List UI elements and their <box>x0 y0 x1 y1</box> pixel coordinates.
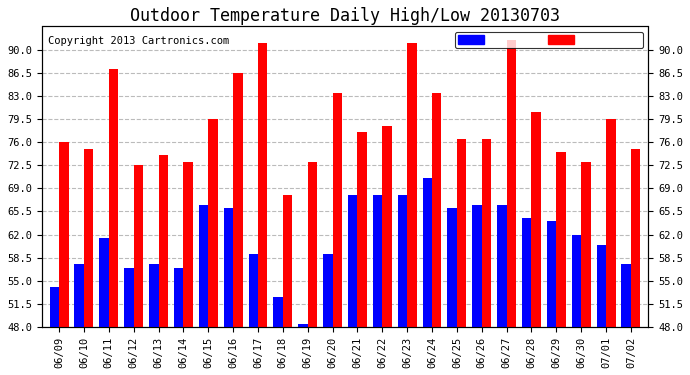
Bar <box>84 149 93 327</box>
Bar <box>497 205 506 327</box>
Bar <box>298 324 308 327</box>
Bar <box>447 208 457 327</box>
Bar <box>506 40 516 327</box>
Bar <box>224 208 233 327</box>
Bar <box>556 152 566 327</box>
Bar <box>75 264 84 327</box>
Bar <box>422 178 432 327</box>
Bar <box>357 132 367 327</box>
Bar <box>50 288 59 327</box>
Bar <box>407 43 417 327</box>
Bar <box>581 162 591 327</box>
Legend: Low  (°F), High  (°F): Low (°F), High (°F) <box>455 32 643 48</box>
Bar <box>348 195 357 327</box>
Bar <box>273 297 283 327</box>
Bar <box>109 69 118 327</box>
Bar <box>432 93 442 327</box>
Bar <box>572 235 581 327</box>
Bar <box>248 254 258 327</box>
Title: Outdoor Temperature Daily High/Low 20130703: Outdoor Temperature Daily High/Low 20130… <box>130 7 560 25</box>
Bar <box>99 238 109 327</box>
Bar <box>397 195 407 327</box>
Bar <box>323 254 333 327</box>
Bar <box>149 264 159 327</box>
Bar <box>472 205 482 327</box>
Bar <box>597 244 606 327</box>
Bar <box>159 155 168 327</box>
Bar <box>308 162 317 327</box>
Bar <box>631 149 640 327</box>
Bar <box>522 218 531 327</box>
Text: Copyright 2013 Cartronics.com: Copyright 2013 Cartronics.com <box>48 36 229 45</box>
Bar <box>482 139 491 327</box>
Bar <box>373 195 382 327</box>
Bar <box>233 73 243 327</box>
Bar <box>258 43 268 327</box>
Bar <box>333 93 342 327</box>
Bar <box>134 165 143 327</box>
Bar <box>547 221 556 327</box>
Bar <box>622 264 631 327</box>
Bar <box>283 195 293 327</box>
Bar <box>59 142 68 327</box>
Bar <box>208 119 218 327</box>
Bar <box>184 162 193 327</box>
Bar <box>199 205 208 327</box>
Bar <box>382 126 392 327</box>
Bar <box>124 268 134 327</box>
Bar <box>531 112 541 327</box>
Bar <box>174 268 184 327</box>
Bar <box>606 119 615 327</box>
Bar <box>457 139 466 327</box>
